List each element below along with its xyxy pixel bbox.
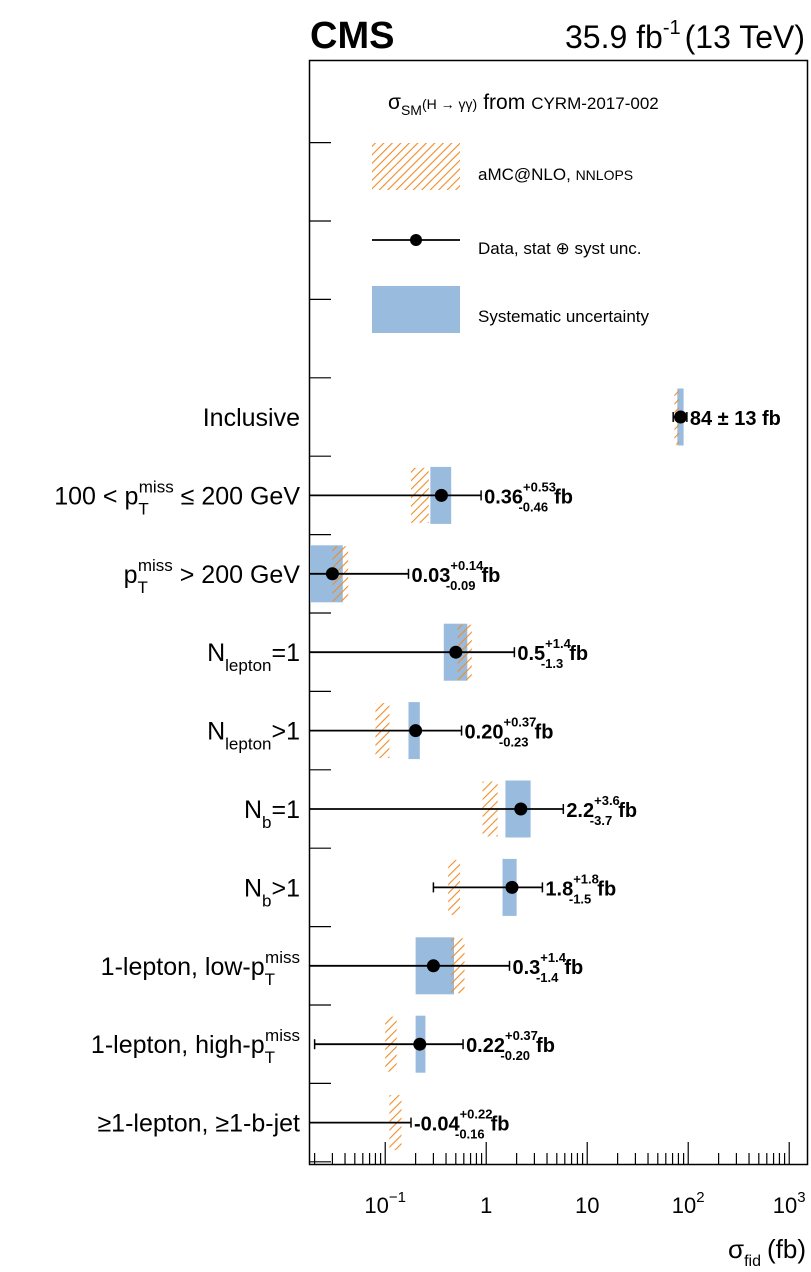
category-row: -0.04+0.22 -0.16 fb — [310, 1095, 510, 1151]
category-row: 0.36+0.53 -0.46 fb — [310, 466, 573, 524]
value-label: 0.22+0.37 -0.20 fb — [466, 1028, 555, 1063]
category-label: Nb>1 — [244, 874, 300, 910]
x-axis — [314, 1142, 790, 1164]
lumi-label: 35.9 fb-1 (13 TeV) — [565, 17, 805, 55]
legend-box-swatch — [372, 286, 460, 333]
category-row: 0.20+0.37 -0.23 fb — [310, 702, 554, 760]
x-tick-labels: 10−1 1 10 102 103 — [364, 1189, 805, 1218]
category-label: Nb=1 — [244, 796, 300, 832]
value-label: 0.20+0.37 -0.23 fb — [465, 715, 554, 750]
category-label: Nlepton>1 — [207, 718, 300, 754]
data-point — [413, 1037, 427, 1051]
category-label: 1-lepton, low-pTmiss — [101, 948, 300, 989]
x-axis-title: σfid (fb) — [728, 1234, 806, 1270]
data-point — [449, 645, 463, 659]
value-label: -0.04+0.22 -0.16 fb — [414, 1107, 510, 1142]
legend-item-syst: Systematic uncertainty — [478, 307, 650, 326]
legend-item-theory: aMC@NLO, NNLOPS — [478, 165, 633, 184]
value-label: 84 ± 13 fb — [690, 408, 781, 430]
data-point — [409, 724, 423, 738]
data-point — [674, 410, 688, 424]
legend-item-data: Data, stat ⊕ syst unc. — [478, 239, 642, 258]
value-label: 2.2+3.6 -3.7 fb — [566, 793, 637, 828]
legend-title: σSM(H → γγ) from CYRM-2017-002 — [388, 91, 659, 118]
data-point — [325, 567, 339, 581]
x-tick-label: 103 — [773, 1189, 806, 1218]
x-tick-label: 102 — [672, 1189, 705, 1218]
category-row: 0.3+1.4 -1.4 fb — [310, 937, 583, 995]
category-row: 0.03+0.14 -0.09 fb — [310, 545, 500, 603]
category-label: Inclusive — [203, 404, 300, 432]
value-label: 0.03+0.14 -0.09 fb — [411, 558, 500, 593]
legend-marker-dot — [410, 234, 422, 246]
y-axis-ticks — [310, 142, 331, 1163]
data-point — [505, 880, 519, 894]
value-label: 0.3+1.4 -1.4 fb — [512, 950, 583, 985]
legend-hatch-swatch — [372, 143, 460, 190]
x-tick-label: 1 — [480, 1193, 492, 1218]
category-row: 0.5+1.4 -1.3 fb — [310, 623, 588, 681]
category-rows: 84 ± 13 fb 0.36+0.53 -0.46 fb 0.03+0.14 -0.09… — [310, 388, 781, 1151]
lumi-exponent: -1 — [663, 17, 681, 39]
value-label: 0.36+0.53 -0.46 fb — [484, 479, 573, 514]
value-label: 0.5+1.4 -1.3 fb — [517, 636, 588, 671]
category-label: 100 < pTmiss ≤ 200 GeV — [54, 477, 300, 518]
category-label: pTmiss > 200 GeV — [124, 556, 301, 597]
plot-frame — [308, 59, 809, 1166]
category-label: ≥1-lepton, ≥1-b-jet — [97, 1110, 300, 1138]
category-label: Nlepton=1 — [207, 639, 300, 675]
data-point — [514, 802, 528, 816]
category-row: 1.8+1.8 -1.5 fb — [432, 858, 616, 916]
x-tick-label: 10−1 — [364, 1189, 406, 1218]
category-label: 1-lepton, high-pTmiss — [91, 1026, 300, 1067]
energy-label: (13 TeV) — [685, 19, 805, 55]
value-label: 1.8+1.8 -1.5 fb — [545, 871, 616, 906]
category-row: 2.2+3.6 -3.7 fb — [310, 780, 637, 838]
category-row: 0.22+0.37 -0.20 fb — [313, 1015, 555, 1073]
x-tick-label: 10 — [575, 1193, 599, 1218]
data-point — [426, 959, 440, 973]
experiment-label: CMS — [310, 15, 394, 57]
lumi-value: 35.9 fb — [565, 19, 663, 55]
data-point — [434, 488, 448, 502]
category-labels: Inclusive 100 < pTmiss ≤ 200 GeV pTmiss > … — [54, 404, 300, 1138]
category-row: 84 ± 13 fb — [672, 388, 781, 446]
legend: σSM(H → γγ) from CYRM-2017-002 aMC@NLO, NN… — [372, 91, 659, 333]
